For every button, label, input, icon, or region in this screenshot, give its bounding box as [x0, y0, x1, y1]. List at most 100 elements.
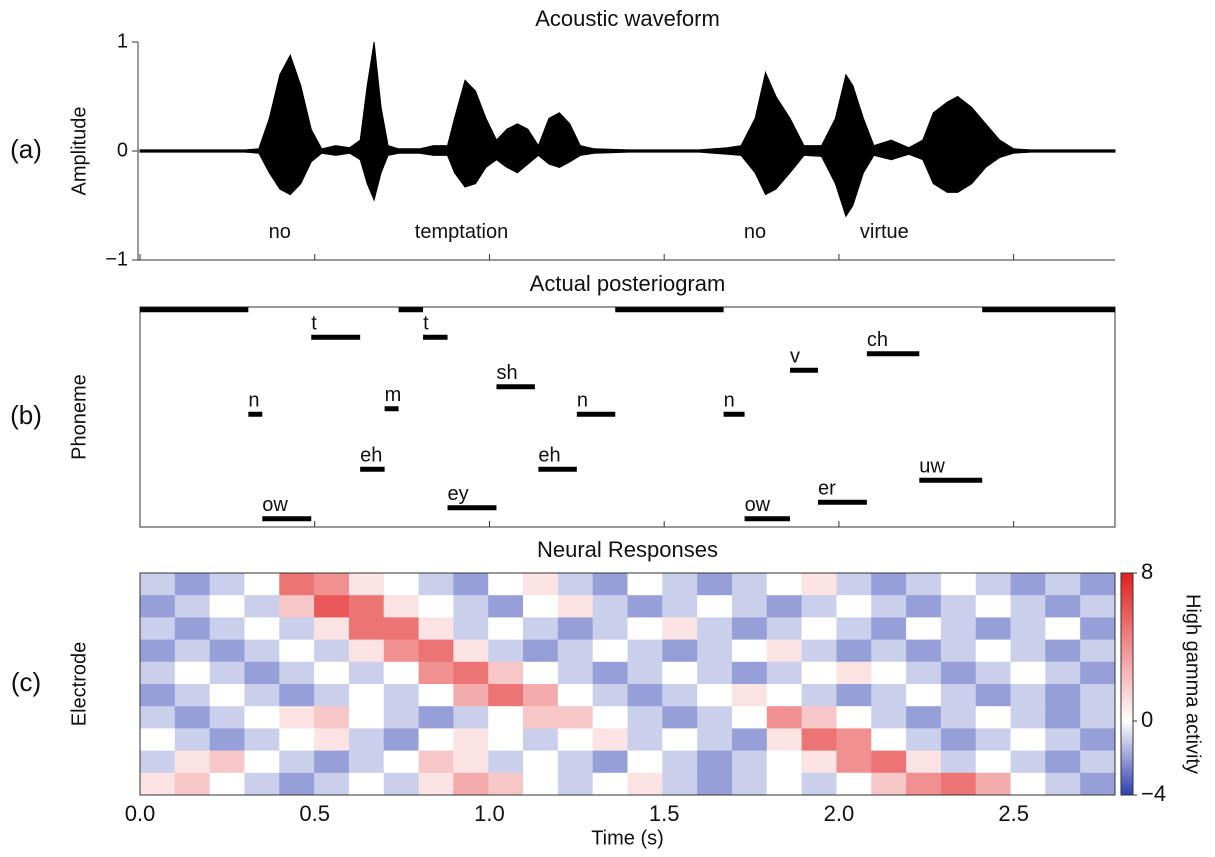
heat-cell	[418, 639, 454, 663]
heat-cell	[523, 684, 559, 707]
heat-cell	[348, 772, 385, 796]
heat-cell	[697, 639, 733, 663]
heat-cell	[453, 617, 489, 641]
heat-cell	[975, 772, 1012, 796]
colorbar-tick-label: −4	[1141, 781, 1166, 806]
heat-cell	[975, 595, 1012, 618]
heat-cell	[279, 573, 315, 596]
phoneme-label: eh	[538, 445, 560, 467]
heat-cell	[523, 772, 559, 796]
heat-cell	[836, 595, 872, 618]
heat-cell	[766, 661, 803, 685]
heat-cell	[418, 595, 454, 618]
waveform	[139, 150, 1116, 218]
x-tick-label: 1.0	[474, 801, 505, 826]
phoneme-label: t	[423, 313, 429, 335]
heat-cell	[766, 684, 803, 707]
heat-cell	[871, 684, 907, 707]
heat-cell	[627, 728, 663, 752]
heat-cell	[383, 772, 420, 796]
heat-cell	[662, 595, 698, 618]
heat-cell	[836, 661, 872, 685]
heat-cell	[140, 573, 176, 596]
phoneme-label: uw	[919, 456, 945, 478]
heat-cell	[488, 595, 524, 618]
heat-cell	[314, 617, 350, 641]
heat-cell	[592, 772, 628, 796]
heat-cell	[523, 750, 559, 774]
heat-cell	[836, 750, 872, 774]
phoneme-bar	[496, 384, 535, 390]
heat-cell	[1080, 639, 1116, 663]
heat-cell	[453, 595, 489, 618]
heat-cell	[1080, 661, 1116, 685]
heat-cell	[940, 750, 977, 774]
phoneme-bar	[866, 351, 920, 357]
phoneme-bar	[360, 466, 385, 472]
heat-cell	[140, 684, 176, 707]
heat-cell	[209, 706, 245, 729]
heat-cell	[314, 639, 350, 663]
heat-cell	[731, 595, 768, 618]
heat-cell	[557, 772, 594, 796]
heat-cell	[836, 639, 872, 663]
heat-cell	[836, 772, 872, 796]
heat-cell	[801, 573, 837, 596]
heat-cell	[523, 706, 559, 729]
heat-cell	[836, 684, 872, 707]
heat-cell	[731, 661, 768, 685]
y-axis-label: Electrode	[68, 642, 90, 727]
heat-cell	[1045, 728, 1081, 752]
phoneme-bar	[140, 307, 249, 313]
phoneme-bar	[576, 411, 616, 417]
heat-cell	[627, 573, 663, 596]
heat-cell	[209, 684, 245, 707]
heat-cell	[697, 750, 733, 774]
heat-cell	[871, 639, 907, 663]
heat-cell	[871, 595, 907, 618]
heat-cell	[697, 617, 733, 641]
heat-cell	[731, 617, 768, 641]
heat-cell	[697, 706, 733, 729]
phoneme-label: n	[248, 390, 259, 412]
heat-cell	[1010, 728, 1046, 752]
heat-cell	[627, 772, 663, 796]
heat-cell	[140, 728, 176, 752]
heat-cell	[209, 573, 245, 596]
heat-cell	[940, 661, 977, 685]
heat-cell	[836, 617, 872, 641]
heat-cell	[523, 573, 559, 596]
colorbar	[1120, 572, 1134, 796]
heat-cell	[731, 573, 768, 596]
heat-cell	[174, 639, 211, 663]
heat-cell	[697, 661, 733, 685]
heat-cell	[314, 661, 350, 685]
heat-cell	[383, 706, 420, 729]
phoneme-bar	[790, 367, 818, 373]
heat-cell	[557, 728, 594, 752]
heat-cell	[1010, 617, 1046, 641]
heat-cell	[314, 706, 350, 729]
heat-cell	[766, 639, 803, 663]
heat-cell	[279, 706, 315, 729]
heat-cell	[1045, 750, 1081, 774]
heat-cell	[279, 750, 315, 774]
heat-cell	[592, 706, 628, 729]
heat-cell	[592, 639, 628, 663]
heat-cell	[244, 595, 280, 618]
heat-cell	[1080, 728, 1116, 752]
heat-cell	[801, 706, 837, 729]
heat-cell	[906, 639, 942, 663]
heat-cell	[766, 573, 803, 596]
heat-cell	[314, 728, 350, 752]
heat-cell	[940, 772, 977, 796]
heat-cell	[662, 639, 698, 663]
x-tick-label: 0.0	[125, 801, 156, 826]
heat-cell	[348, 639, 385, 663]
heat-cell	[279, 728, 315, 752]
heat-cell	[1045, 617, 1081, 641]
x-tick-label: 2.0	[824, 801, 855, 826]
word-annotation: virtue	[860, 221, 909, 243]
heat-cell	[906, 772, 942, 796]
heat-cell	[488, 617, 524, 641]
